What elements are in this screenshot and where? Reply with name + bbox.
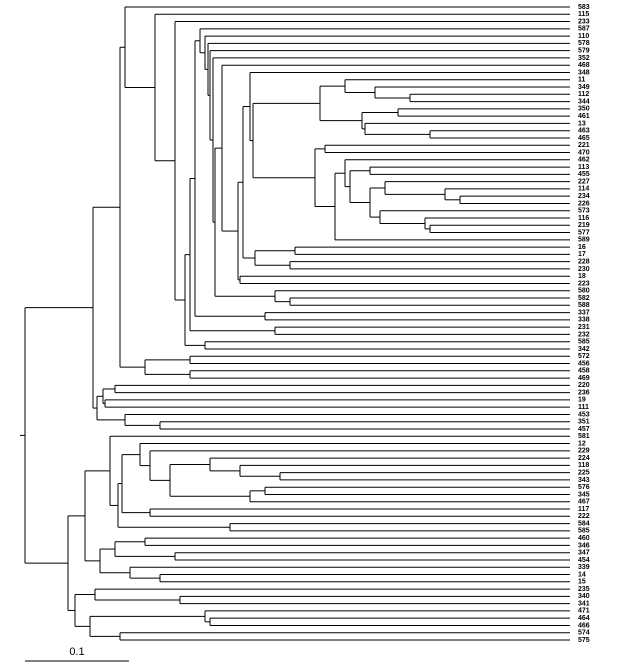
leaf-label: 458 xyxy=(578,368,590,375)
leaf-label: 348 xyxy=(578,69,590,76)
leaf-label: 345 xyxy=(578,491,590,498)
leaf-label: 17 xyxy=(578,251,586,258)
leaf-label: 118 xyxy=(578,462,589,469)
leaf-label: 340 xyxy=(578,593,590,600)
leaf-label: 220 xyxy=(578,382,590,389)
leaf-label: 467 xyxy=(578,499,590,506)
leaf-label: 462 xyxy=(578,157,590,164)
leaf-label: 15 xyxy=(578,579,586,586)
leaf-label: 14 xyxy=(578,571,586,578)
leaf-label: 228 xyxy=(578,258,590,265)
leaf-label: 16 xyxy=(578,244,586,251)
leaf-label: 469 xyxy=(578,375,590,382)
leaf-label: 115 xyxy=(578,11,589,18)
leaf-label: 235 xyxy=(578,586,590,593)
leaf-label: 341 xyxy=(578,600,590,607)
leaf-label: 221 xyxy=(578,142,590,149)
leaf-label: 13 xyxy=(578,120,586,127)
leaf-label: 227 xyxy=(578,178,590,185)
leaf-label: 339 xyxy=(578,564,590,571)
leaf-label: 588 xyxy=(578,302,590,309)
leaf-label: 225 xyxy=(578,469,590,476)
leaf-label: 236 xyxy=(578,389,590,396)
leaf-label: 234 xyxy=(578,193,590,200)
leaf-label: 343 xyxy=(578,477,590,484)
leaf-label: 583 xyxy=(578,4,590,11)
leaf-label: 460 xyxy=(578,535,590,542)
leaf-label: 584 xyxy=(578,520,590,527)
leaf-label: 585 xyxy=(578,339,590,346)
scale-bar-label: 0.1 xyxy=(69,646,84,658)
leaf-label: 116 xyxy=(578,215,589,222)
leaf-label: 349 xyxy=(578,84,590,91)
leaf-label: 347 xyxy=(578,550,590,557)
leaf-label: 470 xyxy=(578,149,590,156)
leaf-label: 226 xyxy=(578,200,590,207)
leaf-label: 466 xyxy=(578,622,590,629)
leaf-label: 576 xyxy=(578,484,590,491)
leaf-label: 346 xyxy=(578,542,590,549)
leaf-label: 471 xyxy=(578,608,590,615)
leaf-label: 456 xyxy=(578,360,590,367)
leaf-label: 219 xyxy=(578,222,590,229)
leaf-label: 453 xyxy=(578,411,590,418)
leaf-label: 457 xyxy=(578,426,590,433)
leaf-label: 352 xyxy=(578,55,590,62)
leaf-label: 222 xyxy=(578,513,590,520)
leaf-label: 577 xyxy=(578,229,590,236)
leaf-label: 574 xyxy=(578,630,590,637)
leaf-label: 233 xyxy=(578,18,590,25)
leaf-label: 587 xyxy=(578,26,590,33)
leaf-label: 581 xyxy=(578,433,590,440)
leaf-label: 463 xyxy=(578,128,590,135)
leaf-label: 223 xyxy=(578,280,590,287)
leaf-label: 229 xyxy=(578,448,590,455)
leaf-label: 19 xyxy=(578,397,586,404)
leaf-label: 344 xyxy=(578,98,590,105)
leaf-label: 342 xyxy=(578,346,590,353)
leaf-label: 579 xyxy=(578,47,590,54)
leaf-label: 585 xyxy=(578,528,590,535)
leaf-label: 231 xyxy=(578,324,590,331)
leaf-label: 338 xyxy=(578,317,590,324)
leaf-label: 230 xyxy=(578,266,590,273)
leaf-label: 468 xyxy=(578,62,590,69)
leaf-label: 110 xyxy=(578,33,589,40)
leaf-label: 232 xyxy=(578,331,590,338)
leaf-label: 572 xyxy=(578,353,590,360)
leaf-label: 578 xyxy=(578,40,590,47)
leaf-label: 464 xyxy=(578,615,590,622)
leaf-label: 350 xyxy=(578,106,590,113)
leaf-label: 582 xyxy=(578,295,590,302)
leaf-label: 112 xyxy=(578,91,589,98)
leaf-label: 111 xyxy=(578,404,589,411)
leaf-label: 580 xyxy=(578,288,590,295)
leaf-label: 575 xyxy=(578,637,590,644)
leaf-label: 465 xyxy=(578,135,590,142)
leaf-label: 461 xyxy=(578,113,590,120)
leaf-label: 117 xyxy=(578,506,589,513)
leaf-label: 351 xyxy=(578,419,590,426)
leaf-label: 113 xyxy=(578,164,589,171)
leaf-label: 224 xyxy=(578,455,590,462)
leaf-label: 11 xyxy=(578,77,586,84)
leaf-label: 337 xyxy=(578,309,590,316)
leaf-label: 455 xyxy=(578,171,590,178)
leaf-label: 573 xyxy=(578,208,590,215)
leaf-label: 114 xyxy=(578,186,589,193)
leaf-label: 589 xyxy=(578,237,590,244)
leaf-label: 454 xyxy=(578,557,590,564)
leaf-label: 12 xyxy=(578,440,586,447)
leaf-label: 18 xyxy=(578,273,586,280)
